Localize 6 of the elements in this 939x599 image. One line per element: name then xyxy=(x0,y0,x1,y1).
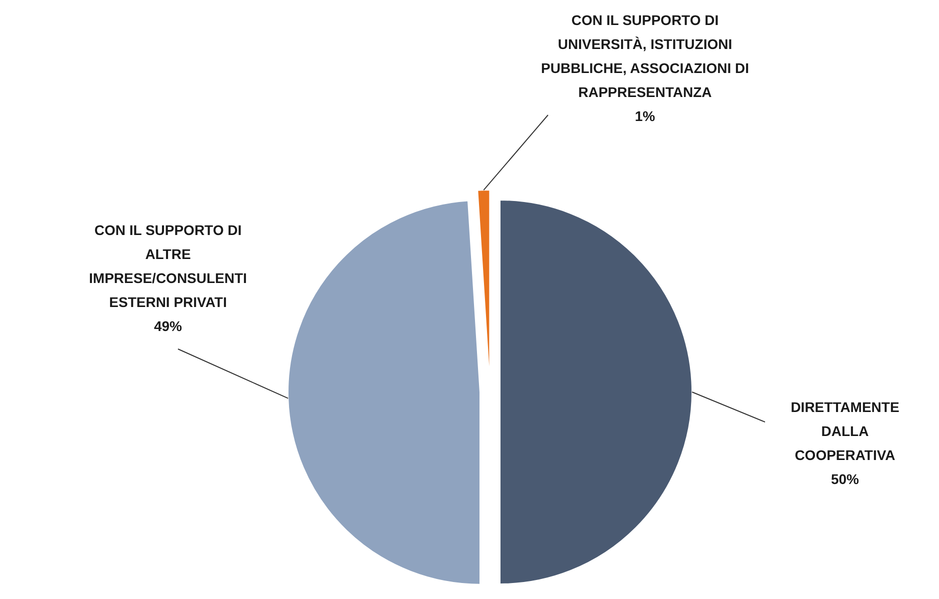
data-label: 50% xyxy=(830,471,860,487)
slice-label: DIRETTAMENTE DALLA COOPERATIVA xyxy=(790,399,900,463)
slice-label: CON IL SUPPORTO DI ALTRE IMPRESE/CONSULENTI ESTERNI PRIVATI xyxy=(89,222,247,310)
data-label: 1% xyxy=(634,108,656,124)
data-label: 49% xyxy=(154,318,183,334)
slice-label: CON IL SUPPORTO DI UNIVERSITÀ, ISTITUZIONI PUBBLICHE, ASSOCIAZIONI DI RAPPRESENTANZA xyxy=(541,12,749,100)
